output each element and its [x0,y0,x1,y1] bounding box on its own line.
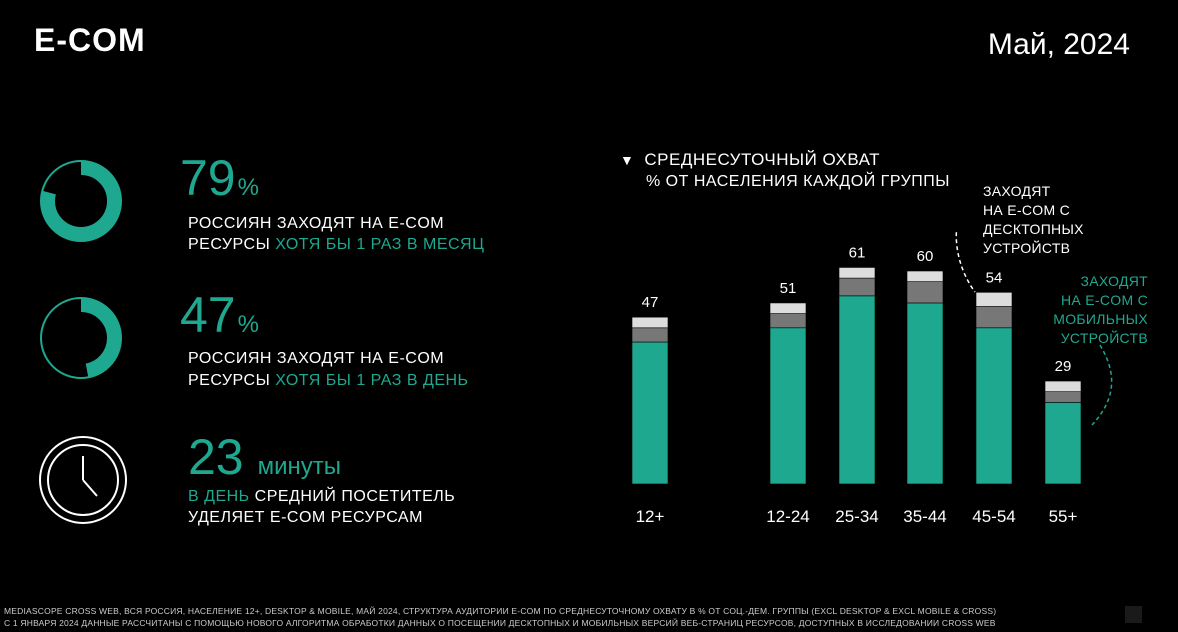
bar-segment-2-1 [769,302,807,314]
annotation-desktop: ЗАХОДЯТ НА E-COM С ДЕСКТОПНЫХ УСТРОЙСТВ [983,183,1084,256]
bar-segment-1-4 [975,306,1013,329]
annotation-mobile: ЗАХОДЯТ НА E-COM С МОБИЛЬНЫХ УСТРОЙСТВ [1053,273,1148,346]
category-label: 12-24 [766,507,809,526]
arrow-mobile-icon [1091,344,1113,426]
stat-line: РОССИЯН ЗАХОДЯТ НА E-COM [188,215,445,232]
bar-chart: 47 12+ 51 12-24 61 25-34 60 35-44 54 45-54 29 55+ [631,230,1113,526]
data-label: 29 [1055,358,1072,375]
stat-value: 23 минуты [188,429,342,485]
chart-title: ▼ СРЕДНЕСУТОЧНЫЙ ОХВАТ [620,150,880,169]
stat-minutes: 23 минуты В ДЕНЬ СРЕДНИЙ ПОСЕТИТЕЛЬ УДЕЛЯ… [0,428,560,538]
data-label: 47 [642,294,659,311]
data-label: 60 [917,248,934,265]
bar-segment-0-5 [1044,402,1082,485]
bar-segment-1-2 [838,277,876,297]
bar-segment-1-3 [906,281,944,304]
bar-segment-1-1 [769,313,807,329]
stat-line: РЕСУРСЫ ХОТЯ БЫ 1 РАЗ В МЕСЯЦ [188,236,485,253]
bar-segment-2-0 [631,316,669,329]
bar-segment-0-0 [631,341,669,485]
stat-value: 47% [180,287,259,343]
stat-line: В ДЕНЬ СРЕДНИЙ ПОСЕТИТЕЛЬ [188,488,456,505]
bar-segment-0-4 [975,327,1013,485]
bar-segment-1-0 [631,327,669,343]
bar-segment-2-2 [838,267,876,279]
bar-segment-0-2 [838,295,876,485]
corner-logo [1125,606,1142,623]
category-label: 55+ [1049,507,1078,526]
ring-chart-icon [40,297,122,379]
stat-value: 79% [180,150,259,206]
page-title: E-COM [34,22,146,58]
data-label: 51 [780,280,797,297]
bar-segment-1-5 [1044,391,1082,403]
stat-line: РЕСУРСЫ ХОТЯ БЫ 1 РАЗ В ДЕНЬ [188,372,469,389]
category-label: 35-44 [903,507,946,526]
data-label: 61 [849,244,866,261]
stat-line: РОССИЯН ЗАХОДЯТ НА E-COM [188,350,445,367]
report-date: Май, 2024 [987,28,1130,61]
stat-monthly: 79% РОССИЯН ЗАХОДЯТ НА E-COM РЕСУРСЫ ХОТ… [0,150,560,265]
bar-segment-2-5 [1044,380,1082,393]
bar-segment-0-1 [769,327,807,485]
bar-segment-2-4 [975,291,1013,307]
stat-daily: 47% РОССИЯН ЗАХОДЯТ НА E-COM РЕСУРСЫ ХОТ… [0,287,560,402]
data-label: 54 [986,269,1003,286]
chart-subtitle: % ОТ НАСЕЛЕНИЯ КАЖДОЙ ГРУППЫ [646,173,950,190]
category-label: 12+ [636,507,665,526]
triangle-down-icon: ▼ [620,152,635,168]
footer-source: MEDIASCOPE CROSS WEB, ВСЯ РОССИЯ, НАСЕЛЕ… [4,606,997,628]
arrow-desktop-icon [955,230,976,293]
category-label: 25-34 [835,507,878,526]
stat-line: УДЕЛЯЕТ E-COM РЕСУРСАМ [188,509,423,526]
bar-segment-2-3 [906,270,944,282]
clock-icon [39,436,127,524]
bar-segment-0-3 [906,302,944,485]
category-label: 45-54 [972,507,1015,526]
ring-chart-icon [40,160,122,242]
